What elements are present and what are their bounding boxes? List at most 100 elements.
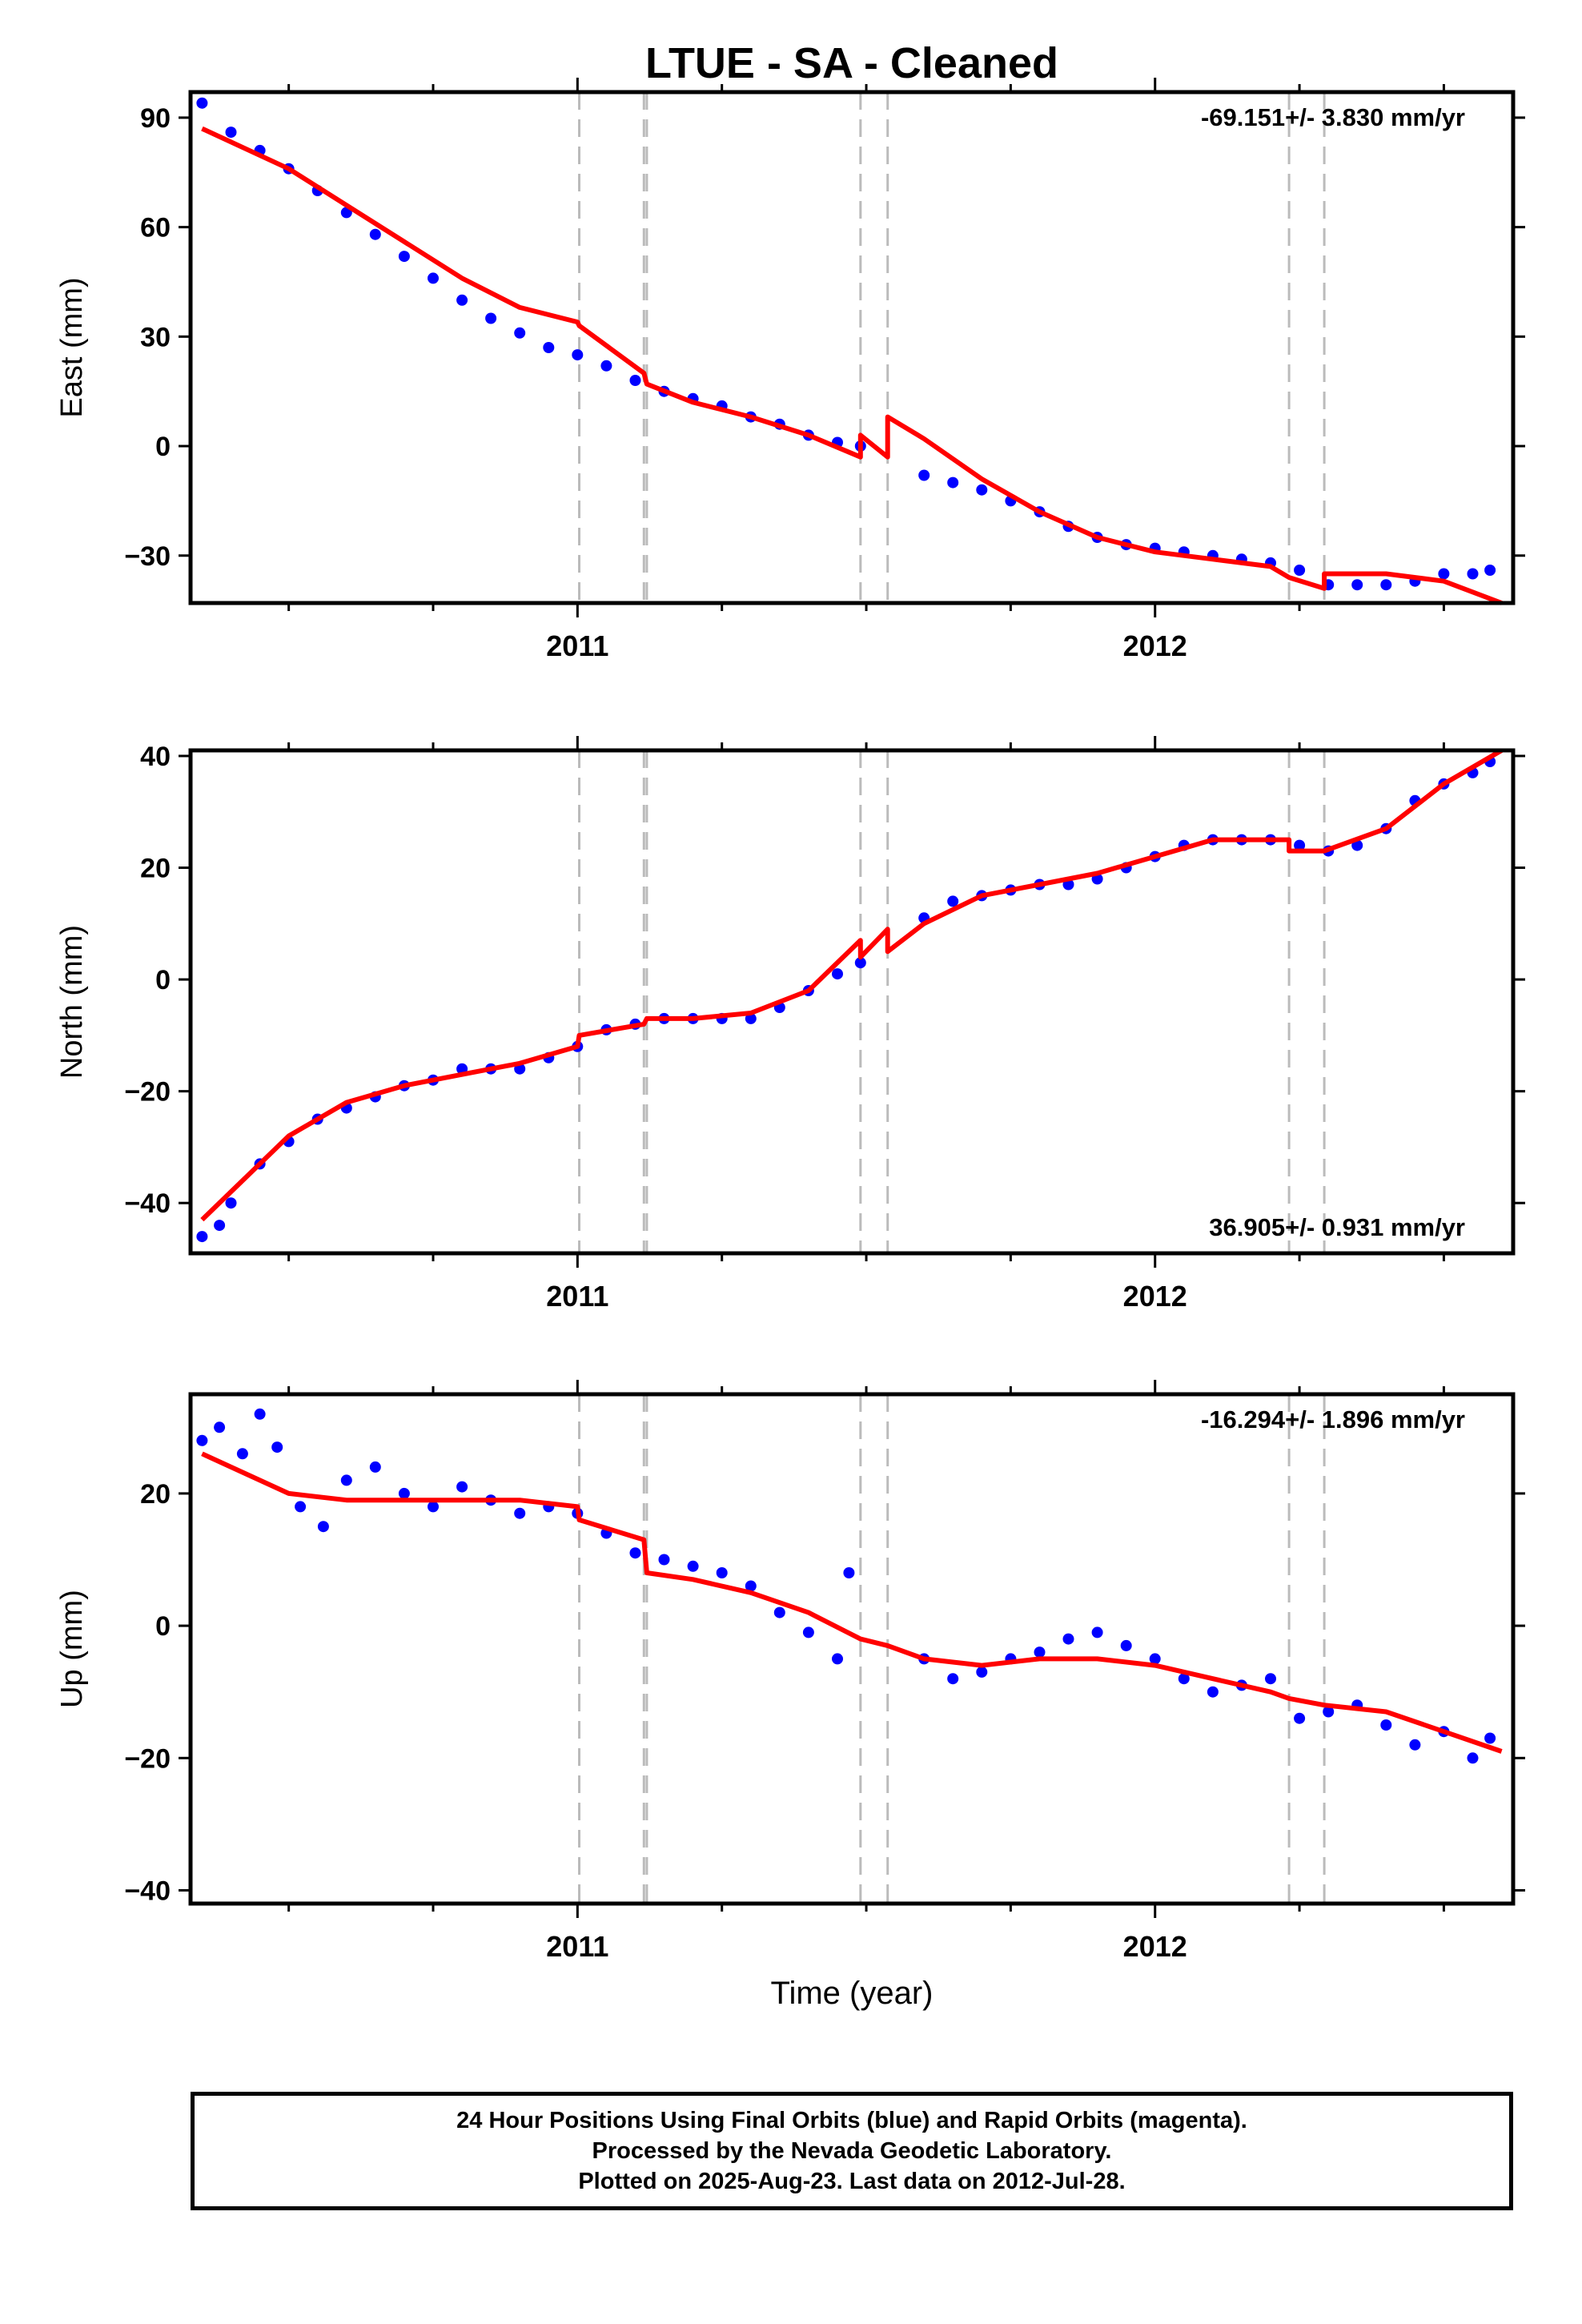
data-point xyxy=(832,1653,843,1665)
y-tick-label: 20 xyxy=(140,1479,171,1510)
data-point xyxy=(514,1507,526,1519)
data-point xyxy=(716,1567,728,1578)
data-point xyxy=(428,1501,439,1513)
data-point xyxy=(1294,1712,1306,1724)
data-point xyxy=(947,476,959,489)
panel-1: 90 60 30 0 −30 2011 2012 East (mm) -69.151+/- 3.… xyxy=(55,78,1525,662)
x-axis-label: Time (year) xyxy=(771,1976,934,2011)
footer-line-2: Processed by the Nevada Geodetic Laborat… xyxy=(592,2138,1112,2164)
data-point xyxy=(225,1197,237,1209)
data-point xyxy=(196,97,208,109)
panel-2: 40 20 0 −20 −40 2011 2012 North (mm) 36.905+/- 0… xyxy=(55,736,1525,1313)
data-point xyxy=(1265,1673,1276,1685)
chart-title: LTUE - SA - Cleaned xyxy=(645,39,1058,87)
data-point xyxy=(1438,568,1450,580)
data-point xyxy=(745,1580,757,1592)
chart-panels: 90 60 30 0 −30 2011 2012 East (mm) -69.151+/- 3.… xyxy=(55,78,1525,1963)
data-point xyxy=(832,968,843,980)
data-point xyxy=(658,1554,670,1566)
y-axis-label: Up (mm) xyxy=(55,1590,89,1708)
data-point xyxy=(976,1666,988,1678)
y-axis-label: East (mm) xyxy=(55,277,89,417)
y-tick-label: 40 xyxy=(140,742,171,772)
data-point xyxy=(1484,565,1496,576)
data-point xyxy=(369,228,381,240)
x-tick-label: 2011 xyxy=(546,1930,608,1963)
y-tick-label: 0 xyxy=(155,432,171,462)
footer-line-3: Plotted on 2025-Aug-23. Last data on 201… xyxy=(578,2169,1126,2194)
data-point xyxy=(1380,1719,1392,1731)
data-point xyxy=(271,1441,283,1454)
data-point xyxy=(369,1461,381,1473)
data-point xyxy=(572,349,584,361)
data-point xyxy=(976,484,988,496)
x-tick-label: 2012 xyxy=(1123,1930,1187,1963)
data-point xyxy=(1120,1639,1132,1651)
data-point xyxy=(340,1474,352,1486)
y-tick-label: −20 xyxy=(124,1743,171,1774)
model-fit-line xyxy=(201,126,1503,605)
data-point xyxy=(514,327,526,339)
plot-frame xyxy=(188,90,1516,605)
y-tick-label: 30 xyxy=(140,322,171,352)
data-point xyxy=(196,1231,208,1243)
data-point xyxy=(1062,1633,1074,1645)
data-point xyxy=(802,1626,814,1638)
data-point xyxy=(773,1606,785,1618)
data-point xyxy=(947,895,959,907)
plot-frame xyxy=(188,748,1516,1256)
data-point xyxy=(1409,1739,1421,1751)
x-tick-label: 2011 xyxy=(546,629,608,662)
x-tick-label: 2011 xyxy=(546,1280,608,1313)
data-point xyxy=(629,1547,641,1559)
data-point xyxy=(1294,839,1306,851)
data-point xyxy=(1467,568,1479,580)
data-point xyxy=(1323,1706,1335,1718)
y-tick-label: −30 xyxy=(124,541,171,572)
data-point xyxy=(1467,1752,1479,1764)
data-point xyxy=(485,312,497,324)
data-point xyxy=(918,469,930,481)
data-point xyxy=(225,127,237,139)
data-point xyxy=(1351,579,1363,591)
y-tick-label: 20 xyxy=(140,854,171,884)
velocity-rate-label: -16.294+/- 1.896 mm/yr xyxy=(1201,1405,1465,1433)
data-point xyxy=(843,1567,855,1578)
data-point xyxy=(543,342,555,353)
data-point xyxy=(854,957,866,969)
data-point xyxy=(947,1673,959,1685)
data-point xyxy=(1294,565,1306,576)
data-point xyxy=(1034,1647,1046,1659)
y-tick-label: 60 xyxy=(140,213,171,243)
data-point xyxy=(214,1220,226,1232)
y-tick-label: −40 xyxy=(124,1188,171,1219)
x-tick-label: 2012 xyxy=(1123,1280,1187,1313)
y-tick-label: −40 xyxy=(124,1876,171,1906)
y-tick-label: 0 xyxy=(155,965,171,995)
data-point xyxy=(1149,1653,1161,1665)
data-point xyxy=(398,1487,410,1499)
model-fit-line xyxy=(200,748,1504,1222)
data-point xyxy=(1091,1626,1103,1638)
data-point xyxy=(1207,1686,1219,1698)
data-point xyxy=(398,251,410,263)
velocity-rate-label: 36.905+/- 0.931 mm/yr xyxy=(1209,1213,1465,1241)
model-fit-line xyxy=(201,1451,1503,1754)
data-point xyxy=(214,1421,226,1433)
data-point xyxy=(1380,579,1392,591)
data-point xyxy=(600,360,612,372)
data-point xyxy=(1484,1732,1496,1744)
y-tick-label: −20 xyxy=(124,1077,171,1108)
data-point xyxy=(745,1012,757,1024)
data-point xyxy=(196,1434,208,1446)
data-point xyxy=(254,1408,266,1420)
data-point xyxy=(428,272,439,284)
data-point xyxy=(236,1448,248,1460)
footer-note-box: 24 Hour Positions Using Final Orbits (bl… xyxy=(191,2092,1513,2210)
plot-frame xyxy=(188,1392,1516,1906)
data-point xyxy=(629,375,641,386)
velocity-rate-label: -69.151+/- 3.830 mm/yr xyxy=(1201,103,1465,131)
y-axis-label: North (mm) xyxy=(55,925,89,1079)
data-point xyxy=(1178,1673,1190,1685)
